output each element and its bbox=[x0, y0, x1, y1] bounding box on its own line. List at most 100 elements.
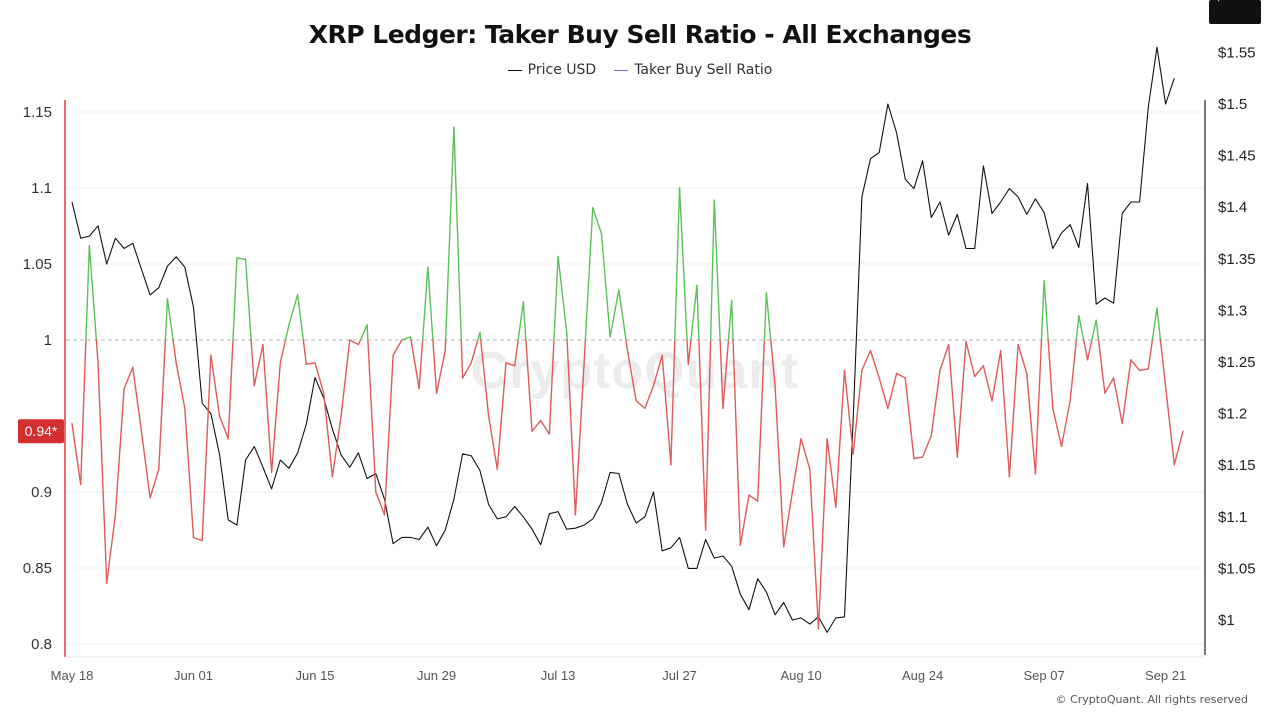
legend-item-price[interactable]: Price USD bbox=[507, 62, 597, 78]
ratio-segment bbox=[97, 362, 108, 584]
legend-swatch-price bbox=[507, 69, 522, 71]
x-tick-label: Sep 21 bbox=[1145, 668, 1186, 683]
ratio-segment bbox=[557, 255, 568, 334]
ratio-segment bbox=[435, 349, 446, 394]
ratio-segment bbox=[164, 298, 169, 341]
ratio-segment bbox=[661, 354, 672, 466]
ratio-segment bbox=[709, 199, 715, 341]
ratio-segment bbox=[1075, 314, 1080, 341]
ratio-segment bbox=[670, 339, 676, 466]
right-tick-label: $1.5 bbox=[1218, 96, 1247, 113]
ratio-segment bbox=[1082, 339, 1089, 361]
ratio-segment bbox=[1091, 319, 1097, 341]
ratio-segment bbox=[1000, 349, 1011, 478]
right-tick-label: $1.15 bbox=[1218, 457, 1256, 474]
ratio-segment bbox=[719, 339, 724, 410]
chart-title: XRP Ledger: Taker Buy Sell Ratio - All E… bbox=[308, 20, 972, 49]
ratio-segment bbox=[1151, 307, 1158, 341]
ratio-segment bbox=[149, 468, 160, 499]
ratio-segment bbox=[201, 354, 212, 542]
ratio-segment bbox=[1164, 386, 1176, 466]
ratio-segment bbox=[904, 377, 915, 460]
ratio-segment bbox=[1026, 372, 1037, 475]
ratio-segment bbox=[698, 339, 707, 531]
ratio-segment bbox=[366, 324, 369, 341]
ratio-last-badge-label: 0.94* bbox=[25, 423, 58, 439]
ratio-segment bbox=[1047, 339, 1054, 410]
x-axis-ticks: May 18 Jun 01 Jun 15 Jun 29 Jul 13 Jul 27 Aug … bbox=[51, 668, 1187, 683]
ratio-segment bbox=[314, 362, 325, 394]
ratio-segment bbox=[123, 366, 134, 390]
ratio-segment bbox=[878, 377, 889, 410]
ratio-segment bbox=[410, 339, 420, 390]
ratio-segment bbox=[696, 284, 700, 341]
ratio-segment bbox=[1043, 280, 1049, 341]
ratio-segment bbox=[1052, 407, 1063, 448]
right-tick-label: $1.3 bbox=[1218, 302, 1247, 319]
ratio-segment bbox=[367, 339, 377, 493]
left-tick-label: 0.85 bbox=[23, 560, 52, 577]
ratio-segment bbox=[809, 468, 820, 630]
ratio-segment bbox=[930, 369, 941, 437]
ratio-segment bbox=[531, 419, 542, 432]
legend-label-price: Price USD bbox=[527, 62, 597, 78]
ratio-segment bbox=[175, 362, 186, 410]
legend-item-ratio[interactable]: Taker Buy Sell Ratio bbox=[614, 62, 772, 78]
ratio-segment bbox=[460, 339, 464, 379]
left-tick-label: 1.05 bbox=[23, 256, 52, 273]
ratio-segment bbox=[505, 362, 516, 367]
right-tick-label: $1.2 bbox=[1218, 406, 1247, 423]
ratio-segment bbox=[973, 365, 985, 378]
ratio-segment bbox=[913, 456, 924, 460]
ratio-segment bbox=[331, 415, 342, 478]
x-tick-label: Aug 24 bbox=[902, 668, 943, 683]
ratio-segment bbox=[843, 369, 854, 455]
ratio-segment bbox=[730, 299, 734, 341]
ratio-segment bbox=[140, 430, 151, 499]
ratio-segment bbox=[1095, 319, 1100, 341]
ratio-segment bbox=[262, 343, 273, 473]
x-tick-label: Aug 10 bbox=[780, 668, 821, 683]
ratio-segment bbox=[1097, 339, 1106, 394]
ratio-segment bbox=[480, 339, 490, 417]
ratio-segment bbox=[479, 331, 482, 341]
right-tick-label: $1.1 bbox=[1218, 509, 1247, 526]
ratio-segment bbox=[939, 343, 950, 372]
x-tick-label: Jun 01 bbox=[174, 668, 213, 683]
price-line bbox=[71, 46, 1175, 633]
ratio-segment bbox=[732, 339, 742, 546]
ratio-segment bbox=[770, 339, 776, 387]
ratio-segment bbox=[1159, 339, 1167, 388]
ratio-segment bbox=[357, 339, 362, 346]
value-badges: 0.94* $1.53* bbox=[18, 0, 1261, 444]
ratio-segment bbox=[553, 255, 559, 341]
ratio-segment bbox=[540, 419, 551, 435]
ratio-segment bbox=[232, 257, 238, 341]
right-tick-label: $1 bbox=[1218, 612, 1235, 629]
ratio-segment bbox=[288, 293, 299, 326]
ratio-segment bbox=[690, 284, 698, 341]
ratio-segment bbox=[487, 415, 499, 470]
ratio-segment bbox=[763, 292, 768, 341]
left-tick-label: 0.8 bbox=[31, 636, 52, 653]
ratio-segment bbox=[210, 354, 221, 417]
ratio-segment bbox=[817, 438, 828, 630]
ratio-segment bbox=[296, 293, 305, 341]
right-axis-ticks: $1 $1.05 $1.1 $1.15 $1.2 $1.25 $1.3 $1.35 $1.4 $1… bbox=[1218, 0, 1256, 629]
ratio-segment bbox=[227, 339, 234, 440]
right-tick-label: $1.4 bbox=[1218, 199, 1247, 216]
ratio-segment bbox=[305, 362, 316, 366]
ratio-segment bbox=[687, 339, 692, 366]
ratio-segment bbox=[548, 339, 555, 435]
ratio-segment bbox=[1138, 368, 1149, 372]
ratio-segment bbox=[727, 299, 733, 341]
ratio-segment bbox=[791, 438, 802, 493]
ratio-segment bbox=[644, 384, 655, 410]
ratio-segment bbox=[1156, 307, 1162, 341]
ratio-segment bbox=[618, 289, 627, 341]
copyright-text: © CryptoQuant. All rights reserved bbox=[1055, 693, 1248, 706]
ratio-segment bbox=[418, 339, 424, 390]
ratio-segment bbox=[284, 324, 290, 341]
legend: Price USD Taker Buy Sell Ratio bbox=[0, 62, 1280, 78]
